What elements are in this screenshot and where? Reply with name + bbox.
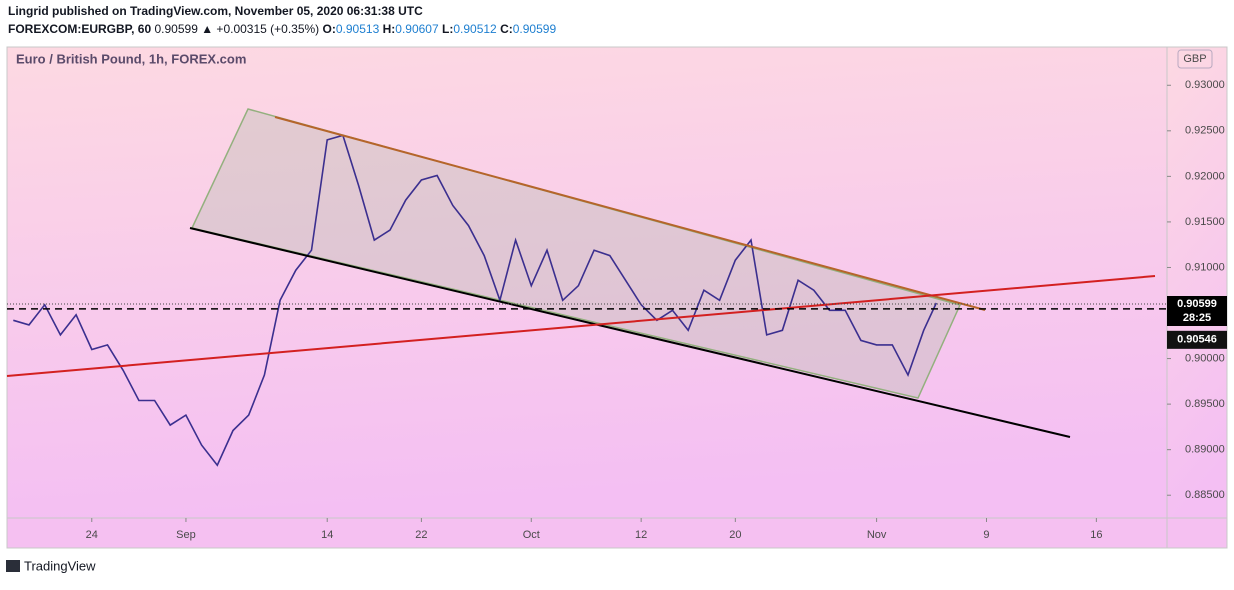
x-tick-label: 22 — [415, 529, 427, 541]
low: 0.90512 — [453, 22, 497, 36]
close: 0.90599 — [513, 22, 557, 36]
open-label: O: — [323, 22, 336, 36]
high: 0.90607 — [395, 22, 439, 36]
x-tick-label: Oct — [523, 529, 540, 541]
y-tick-label: 0.91500 — [1185, 216, 1225, 228]
x-tick-label: 20 — [729, 529, 741, 541]
currency: GBP — [1183, 53, 1206, 65]
y-tick-label: 0.92000 — [1185, 170, 1225, 182]
open: 0.90513 — [336, 22, 380, 36]
y-tick-label: 0.92500 — [1185, 125, 1225, 137]
axis-corner — [1166, 517, 1228, 549]
x-tick-label: 14 — [321, 529, 333, 541]
footer-brand: TradingView — [24, 558, 96, 573]
level-box — [1167, 330, 1227, 349]
chart-title: Euro / British Pound, 1h, FOREX.com — [16, 51, 246, 66]
upper-trendline — [274, 116, 986, 311]
ohlc-line: FOREXCOM:EURGBP, 60 0.90599 ▲ +0.00315 (… — [8, 22, 556, 36]
y-tick-label: 0.93000 — [1185, 79, 1225, 91]
high-label: H: — [383, 22, 396, 36]
close-label: C: — [500, 22, 513, 36]
plot-area — [6, 46, 1168, 519]
last-price-box — [1167, 296, 1227, 327]
countdown: 28:25 — [1183, 312, 1211, 324]
price-line — [13, 134, 938, 467]
y-tick-label: 0.89500 — [1185, 398, 1225, 410]
symbol: FOREXCOM:EURGBP, 60 — [8, 22, 151, 36]
time-axis — [6, 517, 1168, 549]
x-tick-label: Nov — [867, 529, 887, 541]
currency-box — [1177, 49, 1213, 69]
lower-trendline — [189, 227, 1071, 438]
change: ▲ +0.00315 (+0.35%) — [201, 22, 319, 36]
y-tick-label: 0.91000 — [1185, 261, 1225, 273]
published: Lingrid published on TradingView.com, No… — [8, 4, 423, 18]
price-axis — [1166, 46, 1228, 519]
x-tick-label: Sep — [176, 529, 196, 541]
x-tick-label: 9 — [983, 529, 989, 541]
x-tick-label: 24 — [86, 529, 98, 541]
y-tick-label: 0.88500 — [1185, 489, 1225, 501]
last: 0.90599 — [154, 22, 198, 36]
level-label: 0.90546 — [1177, 334, 1217, 346]
x-tick-label: 12 — [635, 529, 647, 541]
red-trendline — [6, 275, 1156, 377]
brand-logo — [6, 560, 20, 572]
x-tick-label: 16 — [1090, 529, 1102, 541]
y-tick-label: 0.90000 — [1185, 352, 1225, 364]
low-label: L: — [442, 22, 453, 36]
last-price-label: 0.90599 — [1177, 298, 1217, 310]
y-tick-label: 0.89000 — [1185, 444, 1225, 456]
